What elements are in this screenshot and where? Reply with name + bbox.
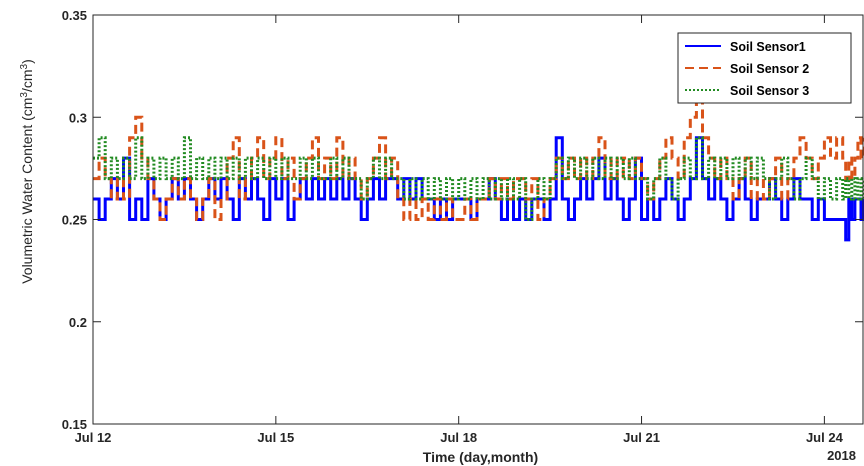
y-axis-title-sup2: 3 bbox=[19, 63, 30, 69]
y-axis-title-mid: /cm bbox=[19, 69, 35, 92]
legend-label-2: Soil Sensor 2 bbox=[730, 62, 809, 76]
x-tick-label: Jul 24 bbox=[806, 430, 844, 445]
series-line-1 bbox=[93, 136, 864, 242]
y-tick-label: 0.2 bbox=[69, 315, 87, 330]
y-axis-title-end: ) bbox=[19, 59, 35, 64]
series-layer bbox=[93, 95, 864, 242]
y-tick-label: 0.25 bbox=[62, 213, 87, 228]
y-tick-label: 0.3 bbox=[69, 110, 87, 125]
y-tick-label: 0.15 bbox=[62, 417, 87, 432]
x-year-label: 2018 bbox=[827, 448, 856, 463]
x-axis-title: Time (day,month) bbox=[423, 449, 538, 465]
x-tick-label: Jul 18 bbox=[440, 430, 477, 445]
legend-label-1: Soil Sensor1 bbox=[730, 40, 806, 54]
legend-label-3: Soil Sensor 3 bbox=[730, 84, 809, 98]
y-tick-label: 0.35 bbox=[62, 8, 87, 23]
series-line-2 bbox=[93, 95, 864, 221]
x-axis: Jul 12 Jul 15 Jul 18 Jul 21 Jul 24 bbox=[75, 15, 844, 445]
y-axis-title: Volumetric Water Content (cm3/cm3) bbox=[19, 59, 36, 284]
x-tick-label: Jul 21 bbox=[623, 430, 660, 445]
y-axis-title-main: Volumetric Water Content (cm bbox=[19, 98, 35, 284]
y-axis: 0.15 0.2 0.25 0.3 0.35 bbox=[62, 8, 863, 432]
x-tick-label: Jul 12 bbox=[75, 430, 112, 445]
legend: Soil Sensor1 Soil Sensor 2 Soil Sensor 3 bbox=[677, 32, 852, 104]
x-tick-label: Jul 15 bbox=[257, 430, 294, 445]
y-axis-title-sup1: 3 bbox=[19, 92, 30, 98]
